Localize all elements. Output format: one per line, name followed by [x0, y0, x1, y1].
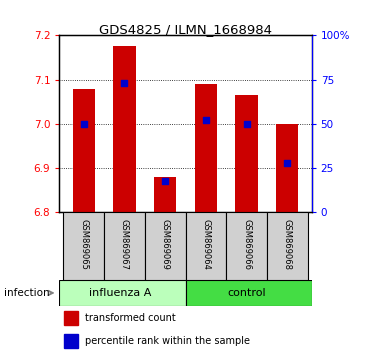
Bar	[63, 212, 104, 280]
Bar	[113, 46, 136, 212]
Bar	[65, 334, 78, 348]
Bar	[226, 212, 267, 280]
Point	[162, 178, 168, 183]
Bar	[145, 212, 186, 280]
Text: percentile rank within the sample: percentile rank within the sample	[85, 336, 250, 346]
Bar	[154, 177, 176, 212]
Bar	[195, 84, 217, 212]
Bar	[267, 212, 308, 280]
Text: GSM869068: GSM869068	[283, 219, 292, 270]
Text: GSM869066: GSM869066	[242, 219, 251, 270]
Text: GSM869067: GSM869067	[120, 219, 129, 270]
Text: transformed count: transformed count	[85, 313, 175, 323]
Point	[244, 121, 250, 127]
Bar	[59, 280, 186, 306]
Text: influenza A: influenza A	[89, 288, 152, 298]
Text: infection: infection	[4, 288, 49, 298]
Bar	[65, 311, 78, 325]
Text: GSM869065: GSM869065	[79, 219, 88, 270]
Bar	[276, 124, 298, 212]
Text: GDS4825 / ILMN_1668984: GDS4825 / ILMN_1668984	[99, 23, 272, 36]
Point	[121, 80, 127, 86]
Bar	[235, 95, 258, 212]
Bar	[104, 212, 145, 280]
Point	[81, 121, 87, 127]
Bar	[186, 212, 226, 280]
Point	[203, 118, 209, 123]
Bar	[73, 88, 95, 212]
Text: GSM869064: GSM869064	[201, 219, 210, 270]
Point	[284, 160, 290, 166]
Text: control: control	[227, 288, 266, 298]
Bar	[186, 280, 312, 306]
Text: GSM869069: GSM869069	[161, 219, 170, 270]
